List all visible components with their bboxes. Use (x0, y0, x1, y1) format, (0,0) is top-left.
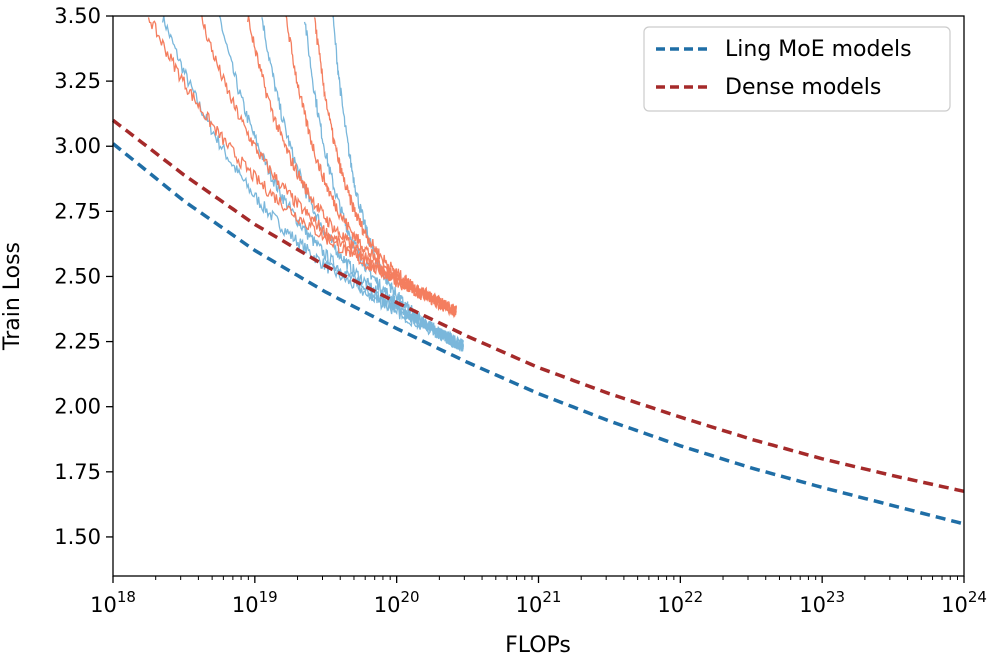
training-runs-layer (147, 15, 464, 352)
y-tick-label: 1.50 (54, 525, 101, 549)
y-tick-label: 3.25 (54, 69, 101, 93)
legend: Ling MoE models Dense models (643, 26, 951, 112)
legend-label-dense: Dense models (725, 75, 881, 100)
x-tick-label: 1019 (232, 588, 278, 617)
y-tick-labels: 1.50 1.75 2.00 2.25 2.50 2.75 3.00 3.25 3.50 (54, 4, 101, 549)
x-axis-title: FLOPs (505, 633, 571, 658)
y-tick-label: 2.25 (54, 330, 101, 354)
fit-curves-layer (111, 118, 965, 526)
training-run-dense-9 (285, 15, 457, 316)
dense-fit-curve (111, 118, 965, 494)
x-tick-label: 1024 (941, 588, 987, 617)
moe-fit-curve (111, 142, 965, 526)
x-tick-label: 1018 (90, 588, 136, 617)
training-run-dense-10 (313, 17, 457, 316)
y-axis-title: Train Loss (0, 242, 25, 351)
x-tick-labels: 1018 1019 1020 1021 1022 1023 1024 (90, 588, 987, 617)
x-tick-label: 1022 (657, 588, 703, 617)
y-tick-label: 1.75 (54, 460, 101, 484)
y-tick-label: 2.00 (54, 395, 101, 419)
y-tick-label: 2.75 (54, 199, 101, 223)
x-tick-label: 1020 (374, 588, 420, 617)
legend-label-moe: Ling MoE models (725, 37, 912, 62)
y-tick-label: 3.00 (54, 134, 101, 158)
x-tick-label: 1023 (799, 588, 845, 617)
x-tick-label: 1021 (516, 588, 562, 617)
axis-ticks-layer (106, 15, 965, 583)
training-run-dense-6 (147, 17, 457, 319)
training-run-moe-5 (332, 16, 464, 352)
legend-box (643, 26, 951, 112)
y-tick-label: 3.50 (54, 4, 101, 28)
y-tick-label: 2.50 (54, 264, 101, 288)
